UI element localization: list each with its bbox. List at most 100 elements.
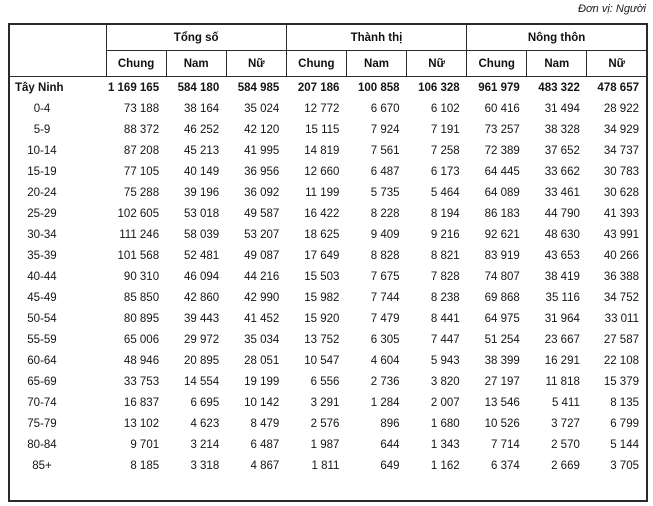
cell-value: 483 322: [538, 81, 580, 94]
table-body: Tây Ninh 1 169 165 584 180 584 985 207 186 10…: [9, 77, 647, 502]
cell-value: 649: [380, 459, 400, 472]
cell-value: 8 441: [430, 312, 460, 325]
table-row: 0-4 73 188 38 164 35 024 12 772 6 670 6 102 60 …: [9, 98, 647, 119]
unit-label: Đơn vị: Người: [578, 3, 646, 15]
table-row: 30-34 111 246 58 039 53 207 18 625 9 409 9 216…: [9, 224, 647, 245]
cell-value: 8 194: [430, 207, 460, 220]
cell-value: 64 089: [484, 186, 520, 199]
row-label: 10-14: [27, 144, 57, 157]
cell-value: 28 922: [603, 102, 639, 115]
cell-value: 644: [380, 438, 400, 451]
cell-value: 60 416: [484, 102, 520, 115]
spacer-cell: [9, 476, 647, 501]
cell-value: 7 258: [430, 144, 460, 157]
cell-value: 6 102: [430, 102, 460, 115]
cell-value: 92 621: [484, 228, 520, 241]
cell-value: 7 447: [430, 333, 460, 346]
cell-value: 80 895: [123, 312, 160, 325]
table-row: 5-9 88 372 46 252 42 120 15 115 7 924 7 191 73 …: [9, 119, 647, 140]
row-label: 55-59: [27, 333, 57, 346]
subcol-header-chung: Chung: [105, 50, 167, 77]
cell-value: 38 328: [544, 123, 580, 136]
cell-value: 37 652: [544, 144, 580, 157]
row-label: 35-39: [27, 249, 57, 262]
row-label: 0-4: [33, 102, 51, 115]
cell-value: 90 310: [123, 270, 160, 283]
cell-value: 2 570: [551, 438, 580, 451]
cell-value: 8 135: [610, 396, 639, 409]
cell-value: 10 142: [244, 396, 280, 409]
table-row: 85+ 8 185 3 318 4 867 1 811 649 1 162 6 374 2 66…: [9, 455, 647, 476]
cell-value: 33 753: [123, 375, 160, 388]
table-row: 65-69 33 753 14 554 19 199 6 556 2 736 3 820 27…: [9, 371, 647, 392]
cell-value: 3 727: [551, 417, 580, 430]
cell-value: 22 108: [603, 354, 639, 367]
cell-value: 7 714: [490, 438, 520, 451]
table-row: 80-84 9 701 3 214 6 487 1 987 644 1 343 7 714 2 …: [9, 434, 647, 455]
cell-value: 41 995: [244, 144, 280, 157]
cell-value: 33 662: [544, 165, 580, 178]
cell-value: 100 858: [357, 81, 400, 94]
cell-value: 6 374: [490, 459, 520, 472]
cell-value: 15 503: [304, 270, 340, 283]
subcol-header-chung: Chung: [285, 50, 347, 77]
group-header-row: Tổng số Thành thị Nông thôn: [8, 23, 648, 77]
cell-value: 64 975: [484, 312, 520, 325]
spacer-row: [9, 476, 647, 501]
cell-value: 7 561: [370, 144, 400, 157]
cell-value: 48 630: [544, 228, 580, 241]
cell-value: 6 670: [370, 102, 400, 115]
cell-value: 35 024: [244, 102, 280, 115]
cell-value: 87 208: [123, 144, 160, 157]
cell-value: 31 494: [544, 102, 580, 115]
row-label: 15-19: [27, 165, 57, 178]
cell-value: 33 461: [544, 186, 580, 199]
cell-value: 5 943: [430, 354, 460, 367]
cell-value: 3 705: [610, 459, 639, 472]
cell-value: 40 266: [603, 249, 639, 262]
cell-value: 35 116: [545, 291, 580, 304]
subcol-header-nam: Nam: [526, 50, 588, 77]
cell-value: 101 568: [117, 249, 160, 262]
cell-value: 1 162: [430, 459, 460, 472]
cell-value: 49 587: [244, 207, 280, 220]
cell-value: 28 051: [244, 354, 280, 367]
cell-value: 36 956: [244, 165, 280, 178]
cell-value: 8 238: [430, 291, 460, 304]
cell-value: 36 092: [244, 186, 280, 199]
col-group-nong-thon: Nông thôn: [466, 23, 648, 51]
cell-value: 9 409: [370, 228, 400, 241]
cell-value: 20 895: [184, 354, 220, 367]
cell-value: 58 039: [184, 228, 220, 241]
table-row: 55-59 65 006 29 972 35 034 13 752 6 305 7 447 5…: [9, 329, 647, 350]
row-label: 30-34: [27, 228, 57, 241]
cell-value: 6 556: [310, 375, 340, 388]
cell-value: 8 479: [250, 417, 280, 430]
row-label: 20-24: [27, 186, 57, 199]
row-label: 25-29: [27, 207, 57, 220]
cell-value: 12 772: [304, 102, 340, 115]
row-label: 5-9: [33, 123, 51, 136]
cell-value: 1 284: [370, 396, 400, 409]
cell-value: 207 186: [297, 81, 340, 94]
cell-value: 35 034: [244, 333, 280, 346]
cell-value: 52 481: [184, 249, 220, 262]
cell-value: 38 419: [544, 270, 580, 283]
cell-value: 1 811: [311, 459, 340, 472]
corner-cell: [8, 23, 107, 77]
subcol-header-nu: Nữ: [225, 50, 287, 77]
cell-value: 9 701: [130, 438, 160, 451]
cell-value: 3 291: [310, 396, 340, 409]
cell-value: 5 464: [430, 186, 460, 199]
cell-value: 961 979: [478, 81, 520, 94]
cell-value: 38 399: [484, 354, 520, 367]
cell-value: 1 680: [430, 417, 460, 430]
cell-value: 16 422: [304, 207, 340, 220]
cell-value: 42 120: [244, 123, 280, 136]
cell-value: 36 388: [603, 270, 639, 283]
cell-value: 46 094: [184, 270, 220, 283]
table-row: 15-19 77 105 40 149 36 956 12 660 6 487 6 173 6…: [9, 161, 647, 182]
cell-value: 7 479: [370, 312, 400, 325]
cell-value: 8 185: [130, 459, 160, 472]
cell-value: 5 735: [370, 186, 400, 199]
